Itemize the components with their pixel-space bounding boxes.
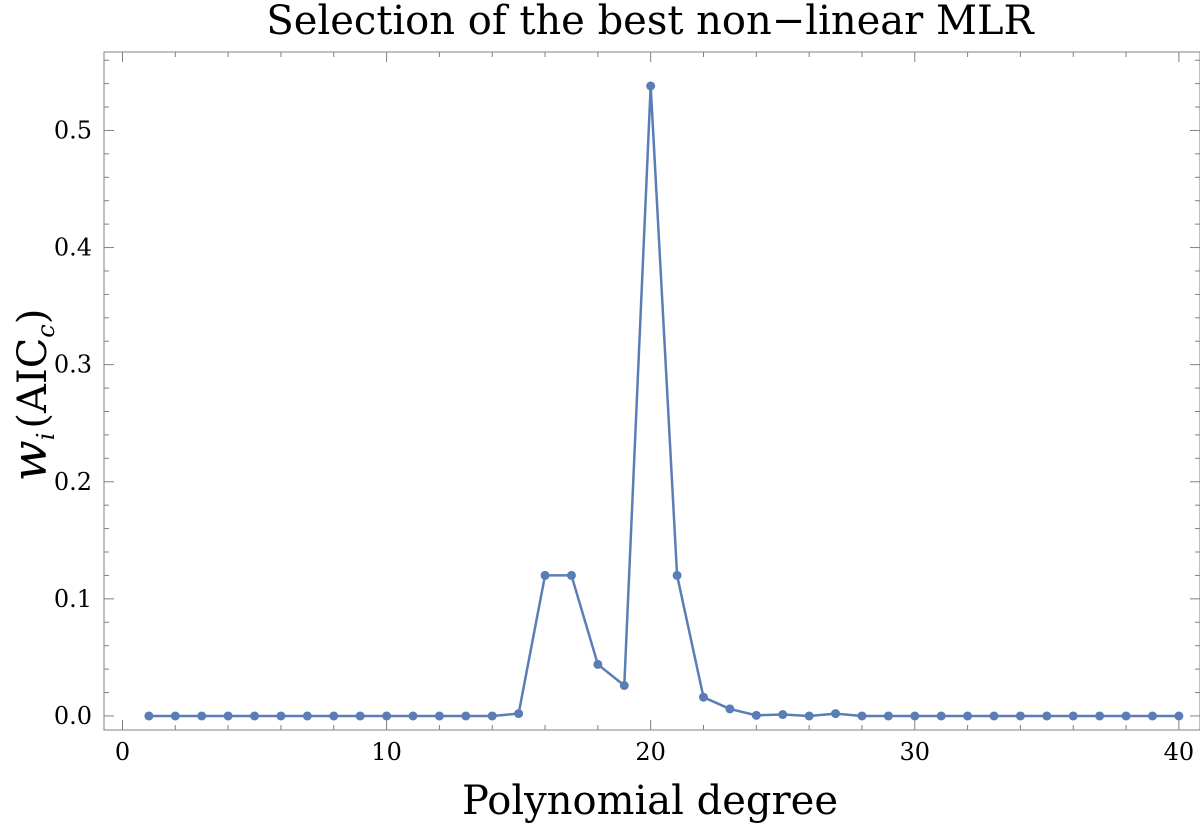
- data-point: [1015, 711, 1025, 721]
- y-axis-label-text-subscript: c: [32, 324, 60, 337]
- data-point: [619, 681, 629, 691]
- data-point: [302, 711, 312, 721]
- data-point: [936, 711, 946, 721]
- y-axis-label-text: AIC: [10, 338, 56, 414]
- data-point: [329, 711, 339, 721]
- data-point: [1121, 711, 1131, 721]
- data-point: [355, 711, 365, 721]
- y-tick-label: 0.4: [54, 234, 92, 262]
- data-point: [223, 711, 233, 721]
- x-tick-label: 10: [371, 738, 402, 766]
- data-point: [461, 711, 471, 721]
- x-tick-label: 0: [115, 738, 130, 766]
- data-point: [883, 711, 893, 721]
- data-point: [170, 711, 180, 721]
- data-point: [646, 81, 656, 91]
- data-point: [1095, 711, 1105, 721]
- y-axis-label-symbol: w: [2, 440, 58, 481]
- y-axis-label-close: ): [10, 309, 56, 325]
- data-point: [487, 711, 497, 721]
- data-point: [698, 692, 708, 702]
- data-point: [250, 711, 260, 721]
- data-point: [408, 711, 418, 721]
- data-point: [566, 570, 576, 580]
- x-axis-label: Polynomial degree: [462, 778, 838, 824]
- y-axis-label: wi (AICc): [2, 309, 60, 482]
- y-tick-label: 0.5: [54, 116, 92, 144]
- data-point: [1042, 711, 1052, 721]
- x-tick-label: 40: [1164, 738, 1195, 766]
- data-point: [514, 709, 524, 719]
- data-point: [1147, 711, 1157, 721]
- data-point: [593, 659, 603, 669]
- data-point: [857, 711, 867, 721]
- data-point: [197, 711, 207, 721]
- data-point: [963, 711, 973, 721]
- data-point: [434, 711, 444, 721]
- y-tick-label: 0.3: [54, 351, 92, 379]
- series-line: [148, 84, 1179, 718]
- data-point: [276, 711, 286, 721]
- series-points: [144, 81, 1184, 721]
- data-point: [751, 710, 761, 720]
- y-tick-label: 0.2: [54, 468, 92, 496]
- x-axis-tick-labels: 0 10 20 30 40: [115, 738, 1194, 766]
- data-point: [1068, 711, 1078, 721]
- y-axis-tick-labels: 0.0 0.1 0.2 0.3 0.4 0.5: [54, 116, 92, 729]
- data-point: [144, 711, 154, 721]
- y-axis-ticks: [104, 59, 1200, 717]
- data-point: [778, 710, 788, 720]
- data-point: [725, 704, 735, 714]
- data-point: [910, 711, 920, 721]
- x-axis-ticks: [121, 52, 1180, 730]
- plot-frame: [103, 51, 1200, 731]
- y-axis-label-symbol-subscript: i: [32, 433, 60, 441]
- data-point: [540, 570, 550, 580]
- data-point: [1174, 711, 1184, 721]
- y-axis-label-open: (: [10, 413, 56, 429]
- x-tick-label: 20: [635, 738, 666, 766]
- y-tick-label: 0.0: [54, 702, 92, 730]
- data-point: [989, 711, 999, 721]
- data-point: [831, 709, 841, 719]
- data-point: [382, 711, 392, 721]
- y-tick-label: 0.1: [54, 585, 92, 613]
- chart-title: Selection of the best non−linear MLR: [266, 0, 1035, 44]
- x-tick-label: 30: [900, 738, 931, 766]
- data-point: [672, 570, 682, 580]
- data-point: [804, 711, 814, 721]
